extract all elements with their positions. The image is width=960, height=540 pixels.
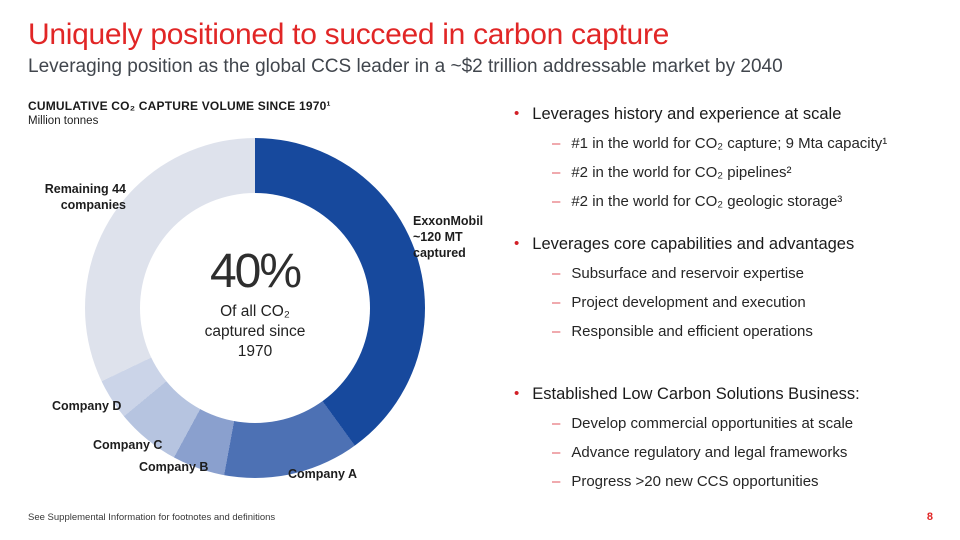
label-company-c: Company C xyxy=(93,438,163,452)
dash-icon: – xyxy=(552,265,561,282)
sub-bullet-item: – Project development and execution xyxy=(552,293,952,313)
bullet-section-title: Leverages history and experience at scal… xyxy=(532,105,842,123)
sub-bullet-text: Progress >20 new CCS opportunities xyxy=(571,473,819,490)
sub-bullet-text: Responsible and efficient operations xyxy=(571,323,813,340)
bullet-dot-icon: • xyxy=(514,385,520,402)
sub-bullet-item: – Responsible and efficient operations xyxy=(552,322,952,342)
bullet-section-title: Leverages core capabilities and advantag… xyxy=(532,235,855,253)
footnote-text: See Supplemental Information for footnot… xyxy=(28,512,276,523)
dash-icon: – xyxy=(552,473,561,490)
label-exxonmobil-segment: ExxonMobil ~120 MT captured xyxy=(413,214,484,260)
bullet-section-1: • Leverages history and experience at sca… xyxy=(514,103,952,212)
dash-icon: – xyxy=(552,193,561,210)
dash-icon: – xyxy=(552,415,561,432)
sub-bullet-text: Advance regulatory and legal frameworks xyxy=(571,444,848,461)
slide-title: Uniquely positioned to succeed in carbon… xyxy=(28,18,670,51)
sub-bullet-text: Project development and execution xyxy=(571,294,806,311)
label-company-b: Company B xyxy=(139,460,209,474)
sub-bullet-text: Develop commercial opportunities at scal… xyxy=(571,415,854,432)
donut-hole: 40% Of all CO₂ captured since 1970 xyxy=(140,193,370,423)
sub-bullet-item: – Develop commercial opportunities at sca… xyxy=(552,414,952,434)
label-company-a: Company A xyxy=(288,467,357,481)
sub-bullet-item: – Progress >20 new CCS opportunities xyxy=(552,472,952,492)
slide-subtitle: Leveraging position as the global CCS le… xyxy=(28,56,783,77)
bullet-section-header: • Established Low Carbon Solutions Busine… xyxy=(514,383,952,405)
donut-center-caption: Of all CO₂ captured since 1970 xyxy=(204,302,306,360)
sub-bullet-item: – Advance regulatory and legal frameworks xyxy=(552,443,952,463)
dash-icon: – xyxy=(552,294,561,311)
bullet-section-header: • Leverages history and experience at sca… xyxy=(514,103,952,125)
bullet-section-header: • Leverages core capabilities and advanta… xyxy=(514,233,952,255)
sub-bullet-item: – #2 in the world for CO₂ geologic storag… xyxy=(552,192,952,212)
dash-icon: – xyxy=(552,135,561,152)
label-company-d: Company D xyxy=(52,399,122,413)
chart-units-label: Million tonnes xyxy=(28,115,99,127)
sub-bullet-item: – #2 in the world for CO₂ pipelines² xyxy=(552,163,952,183)
sub-bullet-text: Subsurface and reservoir expertise xyxy=(571,265,804,282)
donut-chart: 40% Of all CO₂ captured since 1970 xyxy=(85,138,425,478)
bullet-section-3: • Established Low Carbon Solutions Busine… xyxy=(514,383,952,492)
dash-icon: – xyxy=(552,323,561,340)
bullet-section-2: • Leverages core capabilities and advanta… xyxy=(514,233,952,342)
dash-icon: – xyxy=(552,164,561,181)
page-number: 8 xyxy=(926,511,933,523)
bullet-section-title: Established Low Carbon Solutions Busines… xyxy=(532,385,860,403)
dash-icon: – xyxy=(552,444,561,461)
chart-heading: CUMULATIVE CO₂ CAPTURE VOLUME SINCE 1970… xyxy=(28,99,331,113)
donut-center-value: 40% xyxy=(209,244,302,298)
sub-bullet-text: #2 in the world for CO₂ pipelines² xyxy=(571,164,792,181)
sub-bullet-item: – #1 in the world for CO₂ capture; 9 Mta … xyxy=(552,134,952,154)
bullet-dot-icon: • xyxy=(514,105,520,122)
bullet-dot-icon: • xyxy=(514,235,520,252)
sub-bullet-text: #1 in the world for CO₂ capture; 9 Mta c… xyxy=(571,135,888,152)
sub-bullet-text: #2 in the world for CO₂ geologic storage… xyxy=(571,193,843,210)
label-remaining-companies: Remaining 44 companies xyxy=(44,182,126,212)
sub-bullet-item: – Subsurface and reservoir expertise xyxy=(552,264,952,284)
